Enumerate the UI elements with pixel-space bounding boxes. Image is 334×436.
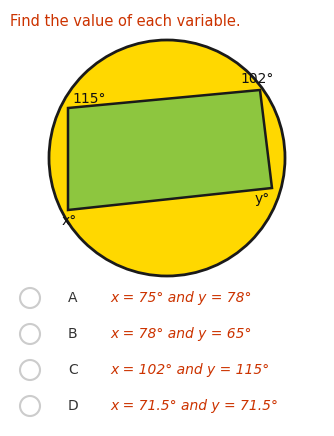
Text: 102°: 102° [240, 72, 273, 86]
Text: 115°: 115° [72, 92, 106, 106]
Text: Find the value of each variable.: Find the value of each variable. [10, 14, 240, 29]
Text: x = 102° and y = 115°: x = 102° and y = 115° [110, 363, 269, 377]
Text: D: D [68, 399, 79, 413]
Text: C: C [68, 363, 78, 377]
Text: x°: x° [62, 214, 77, 228]
Text: B: B [68, 327, 77, 341]
Text: y°: y° [255, 192, 270, 206]
Text: x = 78° and y = 65°: x = 78° and y = 65° [110, 327, 252, 341]
Text: A: A [68, 291, 77, 305]
Text: x = 71.5° and y = 71.5°: x = 71.5° and y = 71.5° [110, 399, 278, 413]
Circle shape [49, 40, 285, 276]
Text: x = 75° and y = 78°: x = 75° and y = 78° [110, 291, 252, 305]
Polygon shape [68, 90, 272, 210]
